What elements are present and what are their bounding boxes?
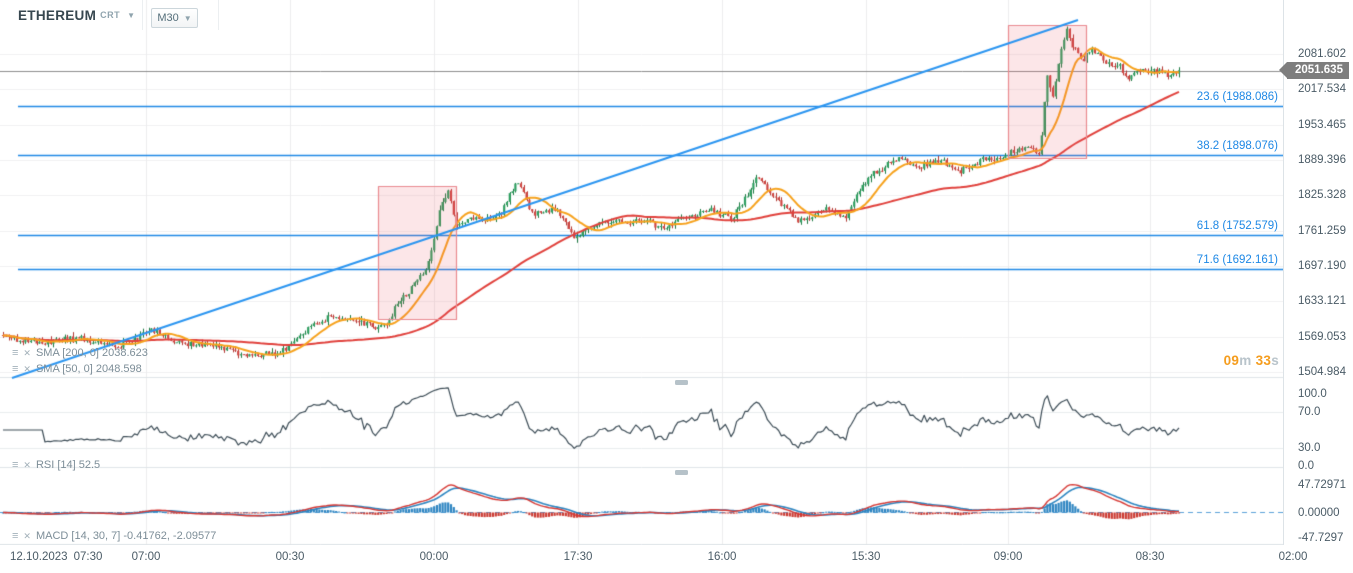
axis-tick: 2017.534 [1298,83,1346,96]
rsi-close-icon[interactable]: ✕ [23,459,31,470]
symbol-dropdown-caret[interactable]: ▼ [127,10,136,20]
timeframe-caret: ▼ [183,13,192,23]
time-tick: 12.10.2023 [10,551,68,563]
time-tick: 08:30 [1135,551,1165,563]
fib-level-label: 38.2 (1898.076) [1196,140,1278,153]
axis-tick: 30.0 [1298,442,1321,454]
sma200-menu-icon[interactable]: ≡ [12,346,19,359]
timer-minutes: 09 [1223,353,1240,368]
axis-tick: 1761.259 [1298,224,1346,237]
time-tick: 16:00 [707,551,737,563]
rsi-label: RSI [14] 52.5 [35,459,101,471]
chart-header: ETHEREUM CRT ▼ [0,0,135,30]
axis-tick: -47.7297 [1298,532,1344,544]
fib-level-label: 23.6 (1988.086) [1196,90,1278,103]
fib-level-label: 71.6 (1692.161) [1196,253,1278,266]
fib-level-label: 61.8 (1752.579) [1196,220,1278,233]
time-tick: 02:00 [1278,551,1308,563]
time-tick: 00:00 [419,551,449,563]
axis-tick: 1953.465 [1298,118,1346,131]
macd-menu-icon[interactable]: ≡ [12,529,19,542]
axis-tick: 100.0 [1298,388,1327,400]
symbol-suffix: CRT [100,10,121,20]
time-tick: 07:30 [73,551,103,563]
timeframe-dropdown[interactable]: M30 ▼ [151,8,198,28]
rsi-menu-icon[interactable]: ≡ [12,458,19,471]
time-tick: 15:30 [851,551,881,563]
time-tick: 00:30 [275,551,305,563]
rsi-pane-resize-handle[interactable] [675,380,688,385]
macd-close-icon[interactable]: ✕ [23,530,31,541]
bar-countdown-timer: 09m 33s [1224,353,1279,368]
sma50-close-icon[interactable]: ✕ [23,363,31,374]
axis-tick: 1825.328 [1298,189,1346,202]
axis-tick: 0.00000 [1298,507,1340,519]
axis-tick: 70.0 [1298,406,1321,418]
price-axis[interactable]: 2081.602 2017.534 1953.465 1889.396 1825.328… [1283,0,1353,545]
sma200-close-icon[interactable]: ✕ [23,347,31,358]
price-chart-canvas[interactable] [0,0,1283,545]
indicator-row-macd: ≡ ✕ MACD [14, 30, 7] -0.41762, -2.09577 [12,530,216,542]
overlay-row-sma50: ≡ ✕ SMA [50, 0] 2048.598 [12,363,142,375]
header-divider [142,0,143,30]
axis-tick: 1504.984 [1298,366,1346,378]
axis-tick: 2081.602 [1298,48,1346,60]
macd-pane-resize-handle[interactable] [675,470,688,475]
header-divider-2 [218,0,219,30]
symbol-name[interactable]: ETHEREUM [18,7,97,23]
sma50-label: SMA [50, 0] 2048.598 [35,363,142,375]
axis-tick: 47.72971 [1298,479,1346,491]
current-price-tag: 2051.635 [1279,62,1349,80]
timer-minutes-unit: m [1239,353,1252,368]
timeframe-value: M30 [157,12,179,24]
axis-tick: 1697.190 [1298,260,1346,272]
timer-seconds: 33 [1255,353,1272,368]
axis-tick: 1569.053 [1298,330,1346,343]
time-tick: 09:00 [993,551,1023,563]
sma50-menu-icon[interactable]: ≡ [12,362,19,375]
macd-label: MACD [14, 30, 7] -0.41762, -2.09577 [35,530,217,542]
time-tick: 17:30 [563,551,593,563]
time-tick: 07:00 [131,551,161,563]
axis-tick: 1889.396 [1298,154,1346,166]
indicator-row-rsi: ≡ ✕ RSI [14] 52.5 [12,459,100,471]
axis-tick: 1633.121 [1298,295,1346,308]
sma200-label: SMA [200, 0] 2038.623 [35,347,148,359]
axis-tick: 0.0 [1298,460,1314,472]
time-axis[interactable]: 12.10.2023 07:30 07:00 00:30 00:00 17:30 16:00… [0,545,1353,573]
timer-seconds-unit: s [1271,353,1279,368]
overlay-row-sma200: ≡ ✕ SMA [200, 0] 2038.623 [12,347,148,359]
